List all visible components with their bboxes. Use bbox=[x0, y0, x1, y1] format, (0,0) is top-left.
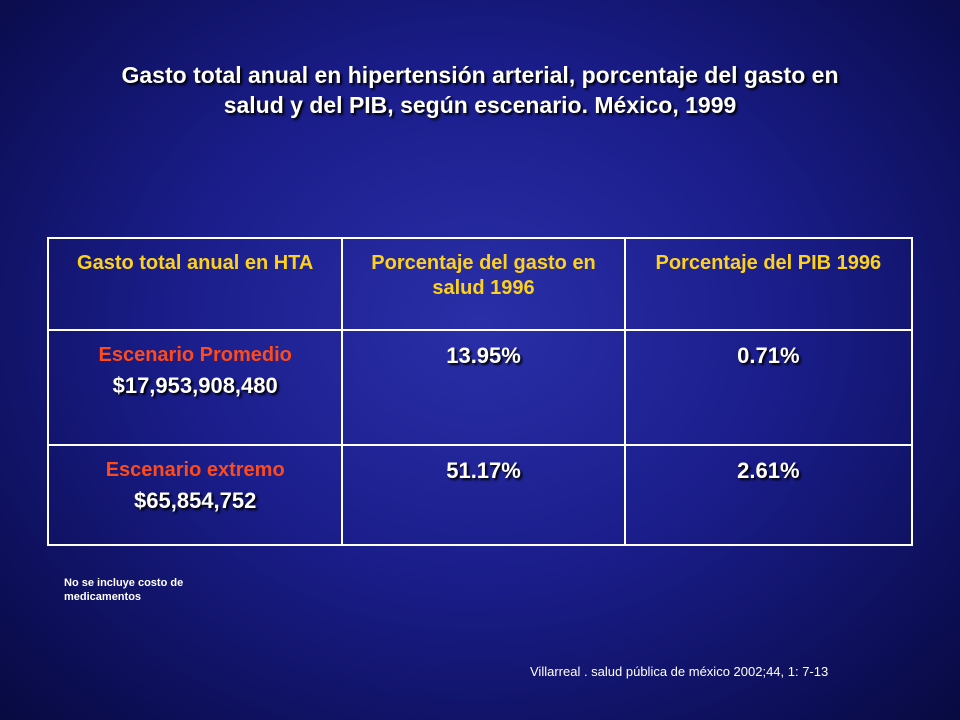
pib-pct-value: 0.71% bbox=[737, 343, 800, 368]
health-pct-cell: 13.95% bbox=[341, 329, 626, 446]
scenario-cell: Escenario extremo $65,854,752 bbox=[46, 444, 344, 546]
scenario-amount: $17,953,908,480 bbox=[112, 373, 278, 398]
pib-pct-cell: 2.61% bbox=[623, 444, 914, 546]
header-pib-pct: Porcentaje del PIB 1996 bbox=[623, 237, 914, 331]
scenario-name: Escenario extremo bbox=[105, 459, 285, 481]
scenario-amount: $65,854,752 bbox=[134, 488, 257, 513]
health-pct-value: 13.95% bbox=[446, 343, 521, 368]
expense-table: Gasto total anual en HTA Porcentaje del … bbox=[46, 237, 914, 546]
footnote-line-1: No se incluye costo de bbox=[64, 577, 184, 589]
table-header-row: Gasto total anual en HTA Porcentaje del … bbox=[46, 237, 914, 331]
slide-title-line-2: salud y del PIB, según escenario. México… bbox=[223, 92, 737, 118]
table-row: Escenario extremo $65,854,752 51.17% 2.6… bbox=[46, 444, 914, 546]
pib-pct-cell: 0.71% bbox=[623, 329, 914, 446]
source-citation: Villarreal . salud pública de méxico 200… bbox=[530, 664, 829, 679]
footnote: No se incluye costo de medicamentos bbox=[64, 576, 264, 604]
scenario-name: Escenario Promedio bbox=[98, 344, 292, 366]
health-pct-cell: 51.17% bbox=[341, 444, 626, 546]
slide-title: Gasto total anual en hipertensión arteri… bbox=[40, 60, 920, 120]
pib-pct-value: 2.61% bbox=[737, 458, 800, 483]
table-row: Escenario Promedio $17,953,908,480 13.95… bbox=[46, 329, 914, 446]
header-total-expense: Gasto total anual en HTA bbox=[46, 237, 344, 331]
health-pct-value: 51.17% bbox=[446, 458, 521, 483]
scenario-cell: Escenario Promedio $17,953,908,480 bbox=[46, 329, 344, 446]
slide-title-line-1: Gasto total anual en hipertensión arteri… bbox=[121, 62, 839, 88]
footnote-line-2: medicamentos bbox=[64, 591, 142, 603]
header-health-pct: Porcentaje del gasto en salud 1996 bbox=[341, 237, 626, 331]
